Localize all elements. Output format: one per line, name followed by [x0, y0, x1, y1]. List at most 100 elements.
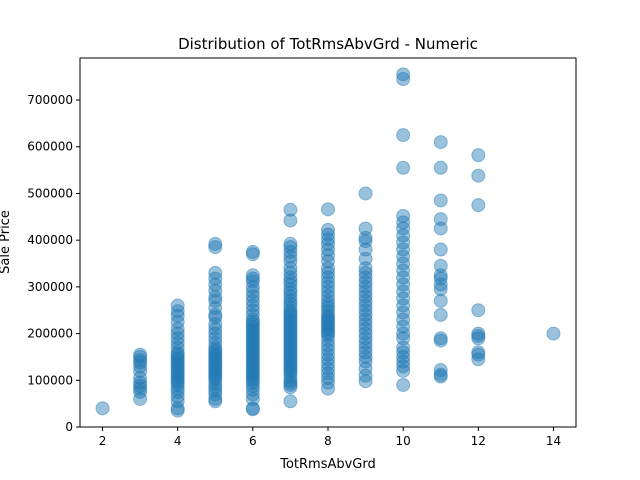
scatter-point	[208, 361, 223, 376]
scatter-point	[245, 391, 260, 406]
scatter-point	[396, 249, 411, 264]
scatter-point	[358, 289, 373, 304]
scatter-point	[321, 319, 335, 334]
scatter-point	[245, 359, 260, 374]
scatter-point	[170, 401, 185, 416]
scatter-point	[245, 333, 260, 348]
scatter-point	[321, 370, 335, 385]
scatter-point	[208, 236, 223, 251]
scatter-point	[433, 271, 448, 286]
scatter-point	[283, 299, 298, 314]
scatter-point	[133, 363, 148, 378]
scatter-point	[358, 349, 373, 364]
scatter-point	[245, 375, 260, 390]
scatter-point	[208, 331, 223, 346]
scatter-point	[396, 363, 411, 378]
scatter-point	[245, 326, 260, 341]
scatter-point	[321, 293, 335, 308]
y-tick-label: 100000	[27, 373, 73, 387]
scatter-point	[170, 377, 185, 392]
scatter-point	[170, 389, 185, 404]
scatter-point	[170, 359, 185, 374]
scatter-point	[358, 368, 373, 383]
scatter-point	[208, 342, 223, 357]
scatter-point	[321, 289, 335, 304]
scatter-point	[321, 324, 335, 339]
scatter-point	[245, 401, 260, 416]
scatter-point	[396, 377, 411, 392]
scatter-point	[170, 340, 185, 355]
y-tick-label: 200000	[27, 327, 73, 341]
x-tick-label: 10	[396, 434, 411, 448]
scatter-point	[283, 270, 298, 285]
scatter-point	[283, 352, 298, 367]
scatter-point	[245, 366, 260, 381]
scatter-point	[396, 349, 411, 364]
scatter-point	[321, 375, 335, 390]
scatter-point	[283, 356, 298, 371]
scatter-point	[245, 244, 260, 259]
scatter-point	[433, 307, 448, 322]
scatter-point	[245, 387, 260, 402]
scatter-point	[170, 373, 185, 388]
scatter-point	[471, 148, 486, 163]
scatter-point	[358, 307, 373, 322]
scatter-point	[358, 345, 373, 360]
scatter-point	[170, 349, 185, 364]
scatter-point	[321, 227, 335, 242]
scatter-point	[245, 289, 260, 304]
scatter-point	[208, 368, 223, 383]
scatter-point	[283, 321, 298, 336]
scatter-point	[283, 345, 298, 360]
scatter-point	[283, 335, 298, 350]
scatter-point	[170, 375, 185, 390]
scatter-point	[321, 297, 335, 312]
scatter-point	[245, 378, 260, 393]
scatter-point	[208, 352, 223, 367]
scatter-point	[321, 366, 335, 381]
scatter-point	[471, 331, 486, 346]
scatter-point	[283, 340, 298, 355]
scatter-point	[283, 363, 298, 378]
scatter-point	[283, 292, 298, 307]
scatter-point	[321, 333, 335, 348]
scatter-point	[283, 282, 298, 297]
scatter-point	[358, 265, 373, 280]
scatter-point	[245, 373, 260, 388]
scatter-point	[208, 363, 223, 378]
y-tick-label: 0	[65, 420, 73, 434]
scatter-point	[283, 331, 298, 346]
scatter-point	[245, 284, 260, 299]
scatter-point	[321, 202, 335, 217]
scatter-point	[433, 242, 448, 257]
scatter-point	[396, 284, 411, 299]
scatter-point	[208, 383, 223, 398]
scatter-point	[208, 394, 223, 409]
scatter-point	[321, 236, 335, 251]
scatter-point	[283, 349, 298, 364]
scatter-point	[170, 347, 185, 362]
scatter-point	[208, 373, 223, 388]
scatter-point	[283, 312, 298, 327]
scatter-point	[170, 368, 185, 383]
scatter-point	[321, 356, 335, 371]
scatter-point	[396, 242, 411, 257]
scatter-point	[133, 378, 148, 393]
scatter-point	[321, 265, 335, 280]
scatter-point	[283, 261, 298, 276]
scatter-point	[283, 254, 298, 269]
scatter-point	[283, 240, 298, 255]
scatter-point	[245, 247, 260, 262]
scatter-point	[133, 359, 148, 374]
scatter-point	[170, 314, 185, 329]
scatter-point	[396, 72, 411, 87]
y-tick-label: 400000	[27, 233, 73, 247]
scatter-point	[283, 249, 298, 264]
scatter-point	[433, 135, 448, 150]
scatter-point	[245, 268, 260, 283]
scatter-point	[208, 340, 223, 355]
scatter-point	[358, 284, 373, 299]
scatter-point	[321, 270, 335, 285]
scatter-point	[170, 366, 185, 381]
scatter-point	[283, 375, 298, 390]
